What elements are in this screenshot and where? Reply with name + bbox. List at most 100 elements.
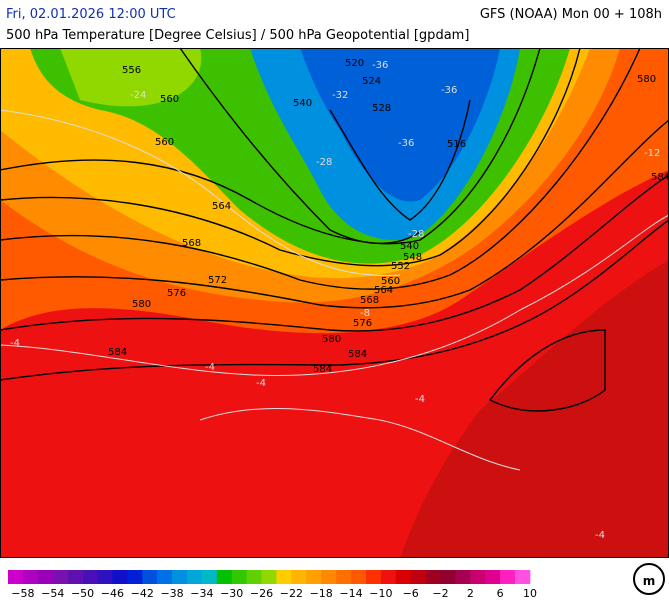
contour-label: 564 xyxy=(374,285,393,296)
contour-label: 568 xyxy=(182,238,201,249)
dark-red-area xyxy=(400,260,669,558)
logo: m xyxy=(633,563,665,595)
color-swatch xyxy=(425,570,441,584)
color-swatch xyxy=(142,570,158,584)
subtitle: 500 hPa Temperature [Degree Celsius] / 5… xyxy=(6,28,469,43)
color-swatch xyxy=(365,570,382,584)
light-green-area xyxy=(60,48,202,107)
color-swatch xyxy=(82,570,98,584)
contour-label: 556 xyxy=(122,65,141,76)
contour-label: 564 xyxy=(212,201,231,212)
colorbar-label: −22 xyxy=(280,587,303,600)
color-swatch xyxy=(395,570,411,584)
date: Fri, 02.01.2026 12:00 UTC xyxy=(6,7,176,22)
isotherm-label: -36 xyxy=(372,60,388,71)
color-swatch xyxy=(306,570,322,584)
contour-label: 576 xyxy=(167,288,186,299)
deep-blue-area xyxy=(300,48,500,202)
contour-label: 580 xyxy=(637,74,656,85)
colorbar-label: −18 xyxy=(310,587,333,600)
contour-label: 584 xyxy=(108,347,127,358)
isotherm-label: -32 xyxy=(332,90,348,101)
contour-label: 552 xyxy=(391,261,410,272)
color-swatch xyxy=(186,570,203,584)
color-swatch xyxy=(485,570,501,584)
contour-label: 548 xyxy=(403,252,422,263)
color-swatch xyxy=(515,570,531,584)
temperature-isotherms xyxy=(0,109,669,471)
contour-label: 524 xyxy=(362,76,381,87)
color-swatch xyxy=(246,570,262,584)
colorbar-label: −10 xyxy=(369,587,392,600)
colorbar-label: −26 xyxy=(250,587,273,600)
colorbar-label: −6 xyxy=(403,587,419,600)
contour-label: 580 xyxy=(322,334,341,345)
map: 556 560 560 564 568 572 576 580 584 584 … xyxy=(0,47,669,558)
color-swatch xyxy=(470,570,486,584)
color-swatch xyxy=(410,570,426,584)
model: GFS (NOAA) Mon 00 + 108h xyxy=(480,7,662,22)
color-swatch xyxy=(22,570,39,584)
contour-label: 528 xyxy=(372,103,391,114)
color-swatch xyxy=(440,570,456,584)
contour-label: 580 xyxy=(132,299,151,310)
contour-label: 584 xyxy=(348,349,367,360)
color-swatch xyxy=(97,570,113,584)
contour-label: 540 xyxy=(293,98,312,109)
isotherm-label: -4 xyxy=(415,394,425,405)
color-swatch xyxy=(336,570,352,584)
contour-label: 584 xyxy=(313,364,332,375)
color-swatch xyxy=(172,570,188,584)
color-swatch xyxy=(291,570,307,584)
contour-label: 516 xyxy=(447,139,466,150)
colorbar-label: −30 xyxy=(220,587,243,600)
colorbar-label: 10 xyxy=(523,587,537,600)
color-swatch xyxy=(231,570,247,584)
color-swatch xyxy=(455,570,471,584)
color-swatch xyxy=(261,570,277,584)
isotherm-label: -36 xyxy=(398,138,414,149)
contour-label: 560 xyxy=(155,137,174,148)
colorbar-label: −58 xyxy=(11,587,34,600)
contour-label: 540 xyxy=(400,241,419,252)
colorbar-label: −54 xyxy=(41,587,64,600)
colorbar-label: 6 xyxy=(497,587,504,600)
isotherm-label: -4 xyxy=(595,530,605,541)
colorbar-label: −42 xyxy=(131,587,154,600)
isotherm-label: -36 xyxy=(441,85,457,96)
contour-label: 520 xyxy=(345,58,364,69)
colorbar-label: −14 xyxy=(339,587,362,600)
color-swatch xyxy=(112,570,128,584)
contour-label: 572 xyxy=(208,275,227,286)
isotherm-label: -24 xyxy=(130,90,146,101)
contour-label: 560 xyxy=(381,276,400,287)
contour-label: 560 xyxy=(160,94,179,105)
color-swatch xyxy=(276,570,292,584)
color-swatch xyxy=(157,570,173,584)
colorbar-label: −50 xyxy=(71,587,94,600)
isotherm-label: -4 xyxy=(256,378,266,389)
isotherm-label: -4 xyxy=(10,338,20,349)
colorbar: −58 −54 −50 −46 −42 −38 −34 −30 −26 −22 −18 −14 −10−… xyxy=(8,570,537,600)
color-swatch xyxy=(500,570,516,584)
colorbar-label: 2 xyxy=(467,587,474,600)
color-swatch xyxy=(37,570,54,584)
colorbar-label: −38 xyxy=(160,587,183,600)
contour-label: 576 xyxy=(353,318,372,329)
color-swatch xyxy=(127,570,143,584)
color-swatch xyxy=(8,570,24,584)
isotherm-label: -8 xyxy=(360,308,370,319)
isotherm-label: -12 xyxy=(644,148,660,159)
color-swatch xyxy=(321,570,337,584)
contour-label: 584 xyxy=(651,172,669,183)
isotherm-label: -28 xyxy=(316,157,332,168)
isotherm-label: -4 xyxy=(205,362,215,373)
color-swatch xyxy=(67,570,83,584)
color-swatch xyxy=(201,570,218,584)
svg-text:m: m xyxy=(643,574,656,588)
colorbar-label: −46 xyxy=(101,587,124,600)
color-swatch xyxy=(351,570,367,584)
colorbar-label: −34 xyxy=(190,587,213,600)
color-swatch xyxy=(216,570,233,584)
